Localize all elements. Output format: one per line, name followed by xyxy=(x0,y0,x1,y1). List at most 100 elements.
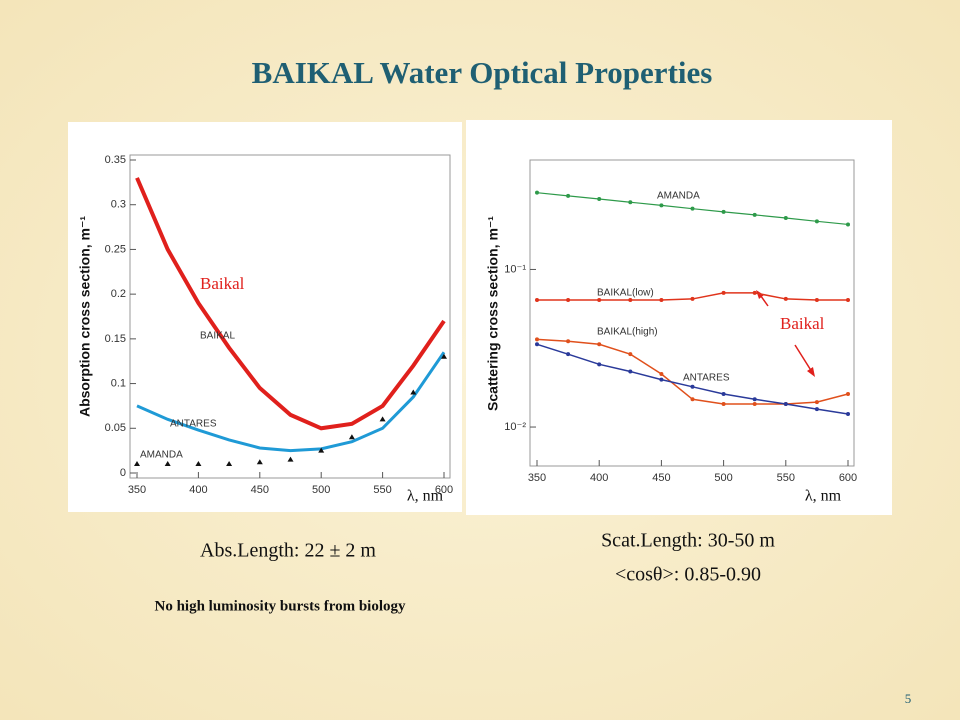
y-tick-label: 0.3 xyxy=(111,199,126,211)
panel xyxy=(68,122,462,512)
x-tick-label: 400 xyxy=(590,472,608,484)
caption: Abs.Length: 22 ± 2 m xyxy=(200,540,376,562)
series-label: ANTARES xyxy=(683,373,730,384)
page-number: 5 xyxy=(905,691,912,706)
y-tick-label: 0 xyxy=(120,467,126,479)
point xyxy=(659,203,664,208)
point xyxy=(566,193,571,198)
point xyxy=(628,200,633,205)
point xyxy=(134,461,140,467)
y-tick-label: 0.05 xyxy=(105,422,126,434)
y-tick-label: 10⁻¹ xyxy=(504,263,526,275)
point xyxy=(783,296,788,301)
panel xyxy=(466,120,892,515)
point xyxy=(721,392,726,397)
x-tick-label: 600 xyxy=(435,484,453,496)
y-tick-label: 0.1 xyxy=(111,377,126,389)
note: No high luminosity bursts from biology xyxy=(154,598,406,614)
series-line xyxy=(136,351,446,453)
point xyxy=(628,297,633,302)
point xyxy=(752,290,757,295)
point xyxy=(628,352,633,357)
point xyxy=(690,296,695,301)
point xyxy=(566,297,571,302)
point xyxy=(441,353,447,359)
point xyxy=(318,447,325,453)
series-label: BAIKAL(high) xyxy=(597,327,658,338)
y-axis-label: Absorption cross section, m⁻¹ xyxy=(77,216,93,417)
y-tick-label: 10⁻² xyxy=(504,421,526,433)
x-tick-label: 550 xyxy=(373,484,391,496)
x-tick-label: 350 xyxy=(128,484,146,496)
point xyxy=(659,377,664,382)
point xyxy=(379,416,386,422)
point xyxy=(690,206,695,211)
point xyxy=(226,461,233,467)
series-label: AMANDA xyxy=(140,450,183,461)
point xyxy=(348,434,355,440)
plot-frame xyxy=(129,154,451,479)
annotation: Baikal xyxy=(200,274,245,293)
point xyxy=(566,352,571,357)
point xyxy=(814,407,819,412)
point xyxy=(814,400,819,405)
point xyxy=(721,290,726,295)
point xyxy=(783,216,788,221)
point xyxy=(659,372,664,377)
point xyxy=(164,461,171,467)
point xyxy=(535,342,539,347)
slide-title: BAIKAL Water Optical Properties xyxy=(252,55,713,90)
point xyxy=(659,297,664,302)
point xyxy=(597,196,602,201)
point xyxy=(597,342,602,347)
series-label: BAIKAL xyxy=(200,331,235,342)
point xyxy=(846,297,850,302)
series-label: AMANDA xyxy=(657,191,700,202)
plot-frame xyxy=(529,159,855,467)
x-axis-label: λ, nm xyxy=(407,488,444,505)
point xyxy=(535,337,539,342)
point xyxy=(690,384,695,389)
point xyxy=(752,402,757,407)
y-axis-label: Scattering cross section, m⁻¹ xyxy=(485,216,501,411)
x-tick-label: 500 xyxy=(312,484,330,496)
point xyxy=(721,402,726,407)
caption: <cosθ>: 0.85-0.90 xyxy=(615,564,761,586)
series-label: ANTARES xyxy=(170,419,217,430)
arrow-head xyxy=(807,367,815,377)
point xyxy=(535,190,539,195)
point xyxy=(410,389,417,395)
y-tick-label: 0.15 xyxy=(105,333,126,345)
series-label: BAIKAL(low) xyxy=(597,288,654,299)
point xyxy=(752,212,757,217)
point xyxy=(814,219,819,224)
x-axis-label: λ, nm xyxy=(805,488,842,505)
y-tick-label: 0.25 xyxy=(105,243,126,255)
point xyxy=(628,369,633,374)
point xyxy=(597,297,602,302)
point xyxy=(752,397,757,402)
x-tick-label: 600 xyxy=(839,472,857,484)
point xyxy=(846,222,850,227)
point xyxy=(256,459,263,465)
point xyxy=(846,411,850,416)
x-tick-label: 500 xyxy=(714,472,732,484)
series-line xyxy=(135,177,446,431)
x-tick-label: 450 xyxy=(652,472,670,484)
point xyxy=(566,339,571,344)
x-tick-label: 400 xyxy=(189,484,207,496)
y-tick-label: 0.35 xyxy=(105,154,126,166)
caption: Scat.Length: 30-50 m xyxy=(601,530,775,552)
x-tick-label: 350 xyxy=(528,472,546,484)
arrow xyxy=(794,344,813,373)
y-tick-label: 0.2 xyxy=(111,288,126,300)
x-tick-label: 450 xyxy=(251,484,269,496)
point xyxy=(783,402,788,407)
point xyxy=(690,397,695,402)
x-tick-label: 550 xyxy=(777,472,795,484)
annotation: Baikal xyxy=(780,314,825,333)
point xyxy=(814,297,819,302)
point xyxy=(535,297,539,302)
point xyxy=(721,209,726,214)
